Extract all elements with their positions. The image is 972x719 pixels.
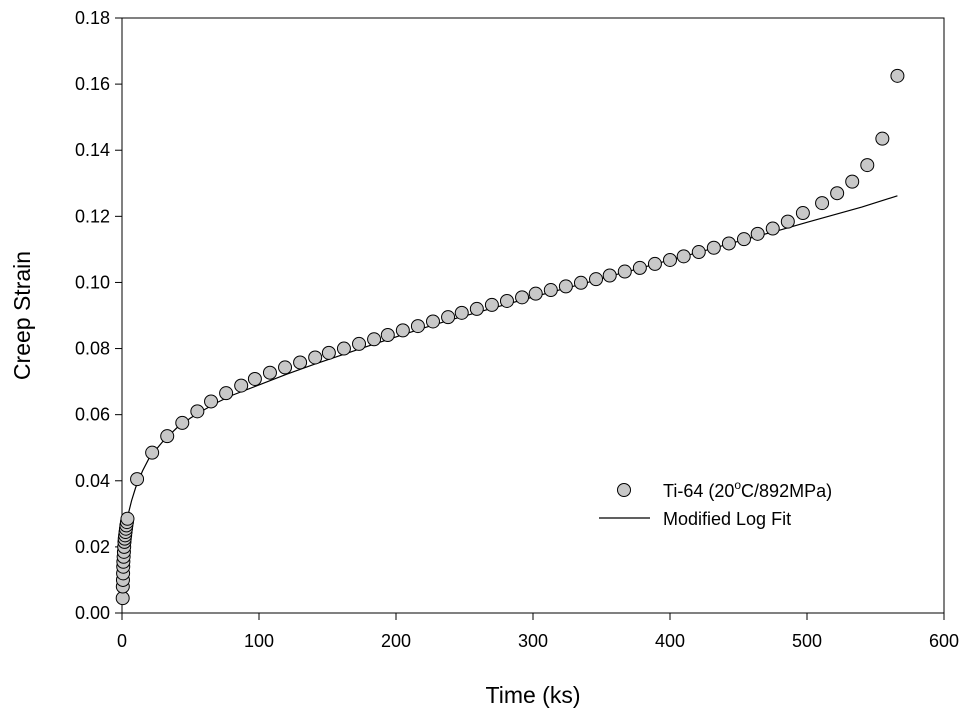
y-tick-label: 0.02 [75, 537, 110, 557]
data-point [321, 345, 336, 360]
data-point [830, 186, 845, 201]
data-point [691, 245, 706, 260]
y-tick-label: 0.12 [75, 206, 110, 226]
data-point [204, 394, 219, 409]
legend: Ti-64 (20oC/892MPa) Modified Log Fit [599, 478, 832, 529]
legend-label-ti64-rest: C/892MPa) [741, 481, 832, 501]
y-tick-label: 0.04 [75, 471, 110, 491]
data-point [860, 158, 875, 173]
x-tick-label: 300 [518, 631, 548, 651]
data-point [795, 206, 810, 221]
data-point [573, 275, 588, 290]
y-tick-label: 0.00 [75, 603, 110, 623]
y-tick-label: 0.10 [75, 272, 110, 292]
data-point [484, 297, 499, 312]
y-tick-label: 0.06 [75, 405, 110, 425]
data-point [410, 319, 425, 334]
axes: 0 100 200 300 400 500 600 0.00 0.02 0.04 0.06 0.08 0… [75, 8, 959, 651]
data-point [175, 415, 190, 430]
legend-label-ti64-main: Ti-64 (20 [663, 481, 734, 501]
data-point [528, 286, 543, 301]
data-point [145, 445, 160, 460]
legend-marker-ti64 [617, 483, 631, 497]
data-point [219, 386, 234, 401]
data-point [780, 214, 795, 229]
data-point [262, 365, 277, 380]
data-point [130, 472, 145, 487]
data-point [647, 256, 662, 271]
data-point [890, 68, 905, 83]
data-point [765, 221, 780, 236]
data-point [721, 236, 736, 251]
data-point [395, 323, 410, 338]
data-point [190, 404, 205, 419]
x-tick-label: 100 [244, 631, 274, 651]
data-point [558, 279, 573, 294]
data-point [602, 268, 617, 283]
data-point [247, 371, 262, 386]
legend-label-ti64: Ti-64 (20oC/892MPa) [663, 478, 832, 501]
data-point [632, 260, 647, 275]
data-point [750, 226, 765, 241]
data-point [875, 131, 890, 146]
data-point [160, 429, 175, 444]
y-tick-label: 0.14 [75, 140, 110, 160]
data-point [380, 328, 395, 342]
y-axis-title: Creep Strain [9, 251, 35, 380]
data-point [441, 310, 456, 325]
data-point [589, 272, 604, 287]
data-point [845, 174, 860, 189]
data-point [293, 355, 308, 370]
data-point [499, 293, 514, 308]
y-tick-label: 0.08 [75, 339, 110, 359]
y-tick-label: 0.18 [75, 8, 110, 28]
data-point [663, 252, 677, 267]
data-point [706, 240, 721, 255]
data-point [425, 314, 440, 329]
x-tick-label: 500 [792, 631, 822, 651]
y-tick-label: 0.16 [75, 74, 110, 94]
x-tick-label: 400 [655, 631, 685, 651]
data-point [120, 511, 135, 526]
data-point [352, 336, 367, 351]
legend-label-fit: Modified Log Fit [663, 509, 791, 529]
data-point [336, 341, 351, 356]
data-point [617, 264, 632, 279]
x-tick-label: 600 [929, 631, 959, 651]
plot-frame [121, 17, 945, 614]
data-point [676, 249, 691, 264]
data-point [278, 360, 293, 375]
data-point [308, 350, 323, 365]
data-point [367, 332, 382, 347]
x-tick-label: 0 [117, 631, 127, 651]
data-point [454, 305, 469, 320]
data-point [543, 283, 558, 298]
x-axis-title: Time (ks) [486, 682, 581, 708]
data-point [234, 378, 249, 393]
data-point [815, 196, 830, 211]
legend-label-ti64-degree: o [734, 478, 741, 492]
series-layer [115, 68, 905, 606]
data-point [115, 591, 130, 606]
x-tick-label: 200 [381, 631, 411, 651]
data-point [469, 301, 484, 316]
data-point [736, 232, 751, 247]
data-point [515, 290, 530, 305]
